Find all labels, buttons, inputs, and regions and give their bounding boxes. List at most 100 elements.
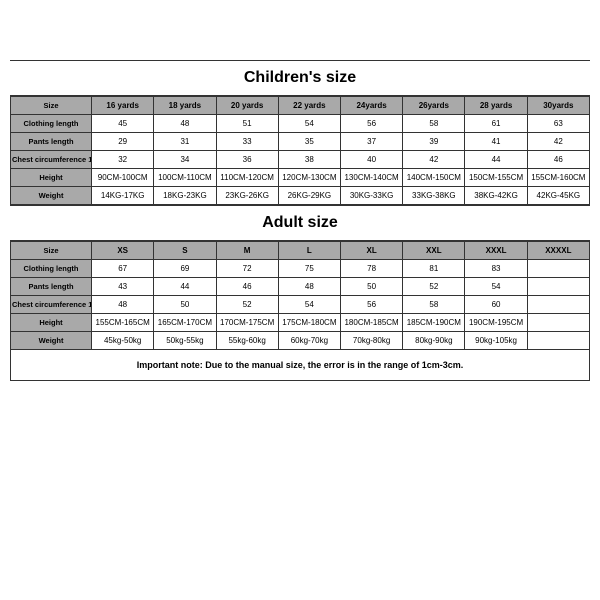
data-cell: 120CM-130CM <box>278 169 340 187</box>
note-row: Important note: Due to the manual size, … <box>11 350 590 381</box>
header-cell: XXXL <box>465 242 527 260</box>
data-cell: 56 <box>340 115 402 133</box>
header-cell: 18 yards <box>154 97 216 115</box>
data-cell: 50kg-55kg <box>154 332 216 350</box>
children-title: Children's size <box>10 60 590 96</box>
table-row: Height 155CM-165CM 165CM-170CM 170CM-175… <box>11 314 590 332</box>
header-cell: L <box>278 242 340 260</box>
data-cell: 90kg-105kg <box>465 332 527 350</box>
data-cell: 51 <box>216 115 278 133</box>
data-cell <box>527 296 589 314</box>
adult-size-table: Size XS S M L XL XXL XXXL XXXXL Clothing… <box>10 241 590 381</box>
size-chart-wrapper: Children's size Size 16 yards 18 yards 2… <box>0 0 600 421</box>
data-cell: 165CM-170CM <box>154 314 216 332</box>
adult-header-row: Size XS S M L XL XXL XXXL XXXXL <box>11 242 590 260</box>
data-cell: 30KG-33KG <box>340 187 402 205</box>
data-cell: 155CM-165CM <box>92 314 154 332</box>
header-cell: XL <box>340 242 402 260</box>
row-label: Pants length <box>11 278 92 296</box>
data-cell: 100CM-110CM <box>154 169 216 187</box>
data-cell: 75 <box>278 260 340 278</box>
data-cell <box>527 332 589 350</box>
data-cell: 26KG-29KG <box>278 187 340 205</box>
row-label: Height <box>11 169 92 187</box>
data-cell: 40 <box>340 151 402 169</box>
data-cell: 55kg-60kg <box>216 332 278 350</box>
data-cell: 60kg-70kg <box>278 332 340 350</box>
children-size-table: Size 16 yards 18 yards 20 yards 22 yards… <box>10 96 590 205</box>
data-cell: 83 <box>465 260 527 278</box>
data-cell: 50 <box>340 278 402 296</box>
data-cell: 45kg-50kg <box>92 332 154 350</box>
data-cell: 23KG-26KG <box>216 187 278 205</box>
row-label: Weight <box>11 332 92 350</box>
data-cell: 180CM-185CM <box>340 314 402 332</box>
header-cell: 20 yards <box>216 97 278 115</box>
data-cell: 56 <box>340 296 402 314</box>
data-cell: 155CM-160CM <box>527 169 589 187</box>
row-label: Clothing length <box>11 115 92 133</box>
data-cell: 38 <box>278 151 340 169</box>
data-cell: 81 <box>403 260 465 278</box>
data-cell: 63 <box>527 115 589 133</box>
data-cell <box>527 260 589 278</box>
header-cell: M <box>216 242 278 260</box>
data-cell: 43 <box>92 278 154 296</box>
row-label: Height <box>11 314 92 332</box>
data-cell: 90CM-100CM <box>92 169 154 187</box>
note-text: Important note: Due to the manual size, … <box>11 350 590 381</box>
data-cell: 80kg-90kg <box>403 332 465 350</box>
data-cell: 58 <box>403 296 465 314</box>
data-cell: 60 <box>465 296 527 314</box>
data-cell: 72 <box>216 260 278 278</box>
data-cell: 54 <box>278 296 340 314</box>
data-cell: 33KG-38KG <box>403 187 465 205</box>
data-cell: 36 <box>216 151 278 169</box>
header-cell: 28 yards <box>465 97 527 115</box>
header-size-label: Size <box>11 242 92 260</box>
table-row: Pants length 29 31 33 35 37 39 41 42 <box>11 133 590 151</box>
adult-title: Adult size <box>10 205 590 241</box>
data-cell: 185CM-190CM <box>403 314 465 332</box>
data-cell: 37 <box>340 133 402 151</box>
data-cell: 130CM-140CM <box>340 169 402 187</box>
header-cell: 16 yards <box>92 97 154 115</box>
data-cell: 34 <box>154 151 216 169</box>
header-cell: S <box>154 242 216 260</box>
table-row: Clothing length 45 48 51 54 56 58 61 63 <box>11 115 590 133</box>
data-cell: 54 <box>465 278 527 296</box>
table-row: Chest circumference 1/2 48 50 52 54 56 5… <box>11 296 590 314</box>
header-cell: XS <box>92 242 154 260</box>
children-header-row: Size 16 yards 18 yards 20 yards 22 yards… <box>11 97 590 115</box>
data-cell: 150CM-155CM <box>465 169 527 187</box>
data-cell: 48 <box>92 296 154 314</box>
header-cell: 26yards <box>403 97 465 115</box>
data-cell: 18KG-23KG <box>154 187 216 205</box>
data-cell: 58 <box>403 115 465 133</box>
data-cell: 170CM-175CM <box>216 314 278 332</box>
data-cell: 70kg-80kg <box>340 332 402 350</box>
header-cell: XXL <box>403 242 465 260</box>
data-cell: 42KG-45KG <box>527 187 589 205</box>
data-cell: 38KG-42KG <box>465 187 527 205</box>
data-cell: 32 <box>92 151 154 169</box>
data-cell: 110CM-120CM <box>216 169 278 187</box>
data-cell: 52 <box>403 278 465 296</box>
data-cell: 35 <box>278 133 340 151</box>
data-cell: 41 <box>465 133 527 151</box>
data-cell: 48 <box>278 278 340 296</box>
table-row: Height 90CM-100CM 100CM-110CM 110CM-120C… <box>11 169 590 187</box>
table-row: Chest circumference 1/2 32 34 36 38 40 4… <box>11 151 590 169</box>
data-cell: 175CM-180CM <box>278 314 340 332</box>
table-row: Pants length 43 44 46 48 50 52 54 <box>11 278 590 296</box>
data-cell: 78 <box>340 260 402 278</box>
data-cell: 48 <box>154 115 216 133</box>
row-label: Clothing length <box>11 260 92 278</box>
data-cell: 140CM-150CM <box>403 169 465 187</box>
data-cell: 67 <box>92 260 154 278</box>
data-cell: 44 <box>154 278 216 296</box>
data-cell: 39 <box>403 133 465 151</box>
data-cell: 44 <box>465 151 527 169</box>
data-cell: 42 <box>403 151 465 169</box>
data-cell: 33 <box>216 133 278 151</box>
